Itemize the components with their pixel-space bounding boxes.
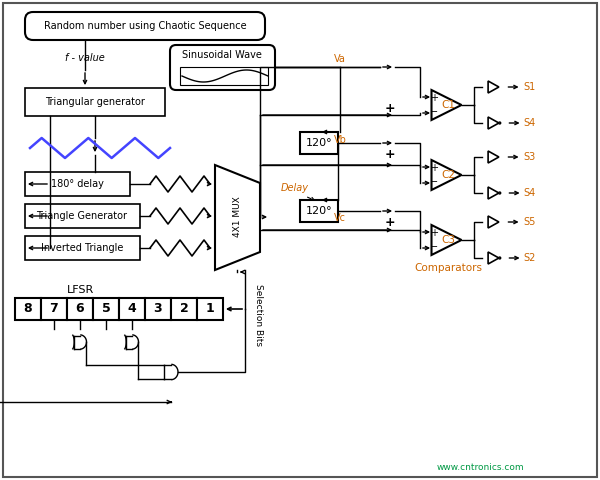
Bar — [300, 200, 338, 222]
Text: 5: 5 — [101, 302, 110, 315]
Polygon shape — [215, 165, 260, 270]
Text: +: + — [430, 94, 437, 103]
Polygon shape — [431, 225, 461, 255]
Text: 3: 3 — [154, 302, 163, 315]
FancyBboxPatch shape — [25, 12, 265, 40]
Text: −: − — [430, 107, 437, 117]
Bar — [180, 67, 268, 85]
Text: +: + — [385, 101, 395, 115]
Bar — [25, 236, 140, 260]
Bar — [197, 298, 223, 320]
Bar — [25, 204, 140, 228]
Text: S1: S1 — [523, 82, 536, 92]
Text: 4: 4 — [128, 302, 136, 315]
Text: C3: C3 — [441, 235, 455, 245]
Bar — [15, 298, 41, 320]
Bar — [93, 298, 119, 320]
Text: S2: S2 — [523, 253, 536, 263]
Text: 120°: 120° — [305, 138, 332, 148]
Text: +: + — [385, 216, 395, 228]
Bar — [41, 298, 67, 320]
Bar — [300, 132, 338, 154]
Text: Vb: Vb — [334, 135, 346, 145]
Text: 2: 2 — [179, 302, 188, 315]
Polygon shape — [431, 90, 461, 120]
Text: LFSR: LFSR — [67, 285, 94, 295]
Text: Selection Bits: Selection Bits — [254, 284, 263, 346]
Text: +: + — [430, 163, 437, 173]
Bar — [145, 298, 171, 320]
Text: C2: C2 — [441, 170, 455, 180]
Text: S4: S4 — [523, 118, 536, 128]
Text: Comparators: Comparators — [414, 263, 482, 273]
Text: Triangular generator: Triangular generator — [45, 97, 145, 107]
Text: Vc: Vc — [334, 213, 346, 223]
FancyBboxPatch shape — [170, 45, 275, 90]
Polygon shape — [488, 187, 499, 199]
Text: Va: Va — [334, 54, 346, 64]
Text: S4: S4 — [523, 188, 536, 198]
Bar — [67, 298, 93, 320]
Text: +: + — [430, 228, 437, 239]
Polygon shape — [488, 117, 499, 129]
Polygon shape — [488, 151, 499, 163]
Text: Sinusoidal Wave: Sinusoidal Wave — [182, 50, 262, 60]
Text: 8: 8 — [23, 302, 32, 315]
Text: S3: S3 — [523, 152, 536, 162]
Polygon shape — [488, 81, 499, 93]
Bar — [119, 298, 145, 320]
Bar — [25, 88, 165, 116]
Text: S5: S5 — [523, 217, 536, 227]
Text: f - value: f - value — [65, 53, 105, 63]
Text: 7: 7 — [50, 302, 58, 315]
Text: 120°: 120° — [305, 206, 332, 216]
Text: Delay: Delay — [281, 183, 309, 193]
Polygon shape — [431, 160, 461, 190]
Bar — [171, 298, 197, 320]
Polygon shape — [488, 252, 499, 264]
Text: −: − — [430, 241, 437, 252]
Text: Random number using Chaotic Sequence: Random number using Chaotic Sequence — [44, 21, 247, 31]
Text: 1: 1 — [206, 302, 214, 315]
Text: +: + — [385, 148, 395, 161]
Polygon shape — [488, 216, 499, 228]
Text: 4X1 MUX: 4X1 MUX — [233, 197, 241, 238]
Text: Triangle Generator: Triangle Generator — [37, 211, 128, 221]
Text: C1: C1 — [441, 100, 455, 110]
Text: −: − — [430, 177, 437, 187]
Text: Inverted Triangle: Inverted Triangle — [41, 243, 123, 253]
Bar — [25, 172, 130, 196]
Text: 6: 6 — [76, 302, 85, 315]
Text: www.cntronics.com: www.cntronics.com — [436, 464, 524, 472]
Text: 180° delay: 180° delay — [50, 179, 103, 189]
